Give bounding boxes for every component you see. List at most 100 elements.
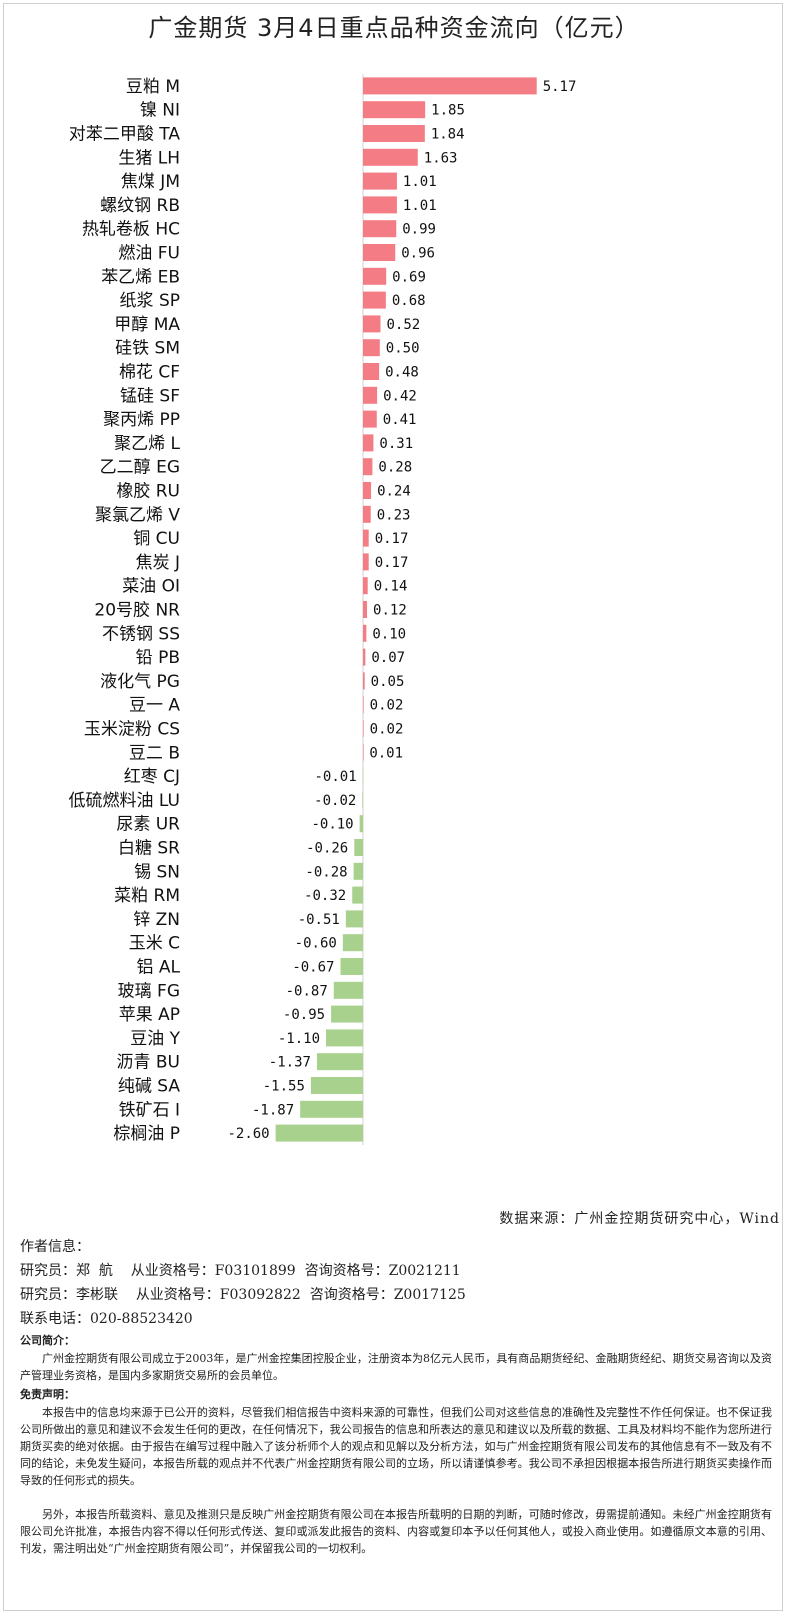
category-label: 低硫燃料油 LU: [69, 791, 180, 811]
value-label: 0.14: [374, 579, 408, 595]
value-label: 0.10: [372, 626, 406, 642]
category-label: 锡 SN: [134, 862, 180, 882]
disclaimer-heading: 免责声明：: [20, 1388, 75, 1401]
category-label: 硅铁 SM: [115, 339, 180, 359]
category-label: 豆油 Y: [130, 1029, 180, 1049]
category-label: 纯碱 SA: [118, 1077, 181, 1097]
value-label: 0.23: [377, 507, 411, 523]
consult-number: 咨询资格号：Z0021211: [304, 1263, 461, 1279]
category-label: 对苯二甲酸 TA: [69, 125, 180, 145]
bar: [363, 363, 380, 380]
category-label: 豆二 B: [129, 743, 180, 763]
value-label: -0.26: [306, 841, 348, 857]
bar: [363, 196, 397, 214]
bar: [362, 791, 363, 809]
category-label: 焦煤 JM: [121, 172, 180, 192]
value-label: -0.01: [315, 769, 357, 785]
value-label: -2.60: [227, 1126, 269, 1142]
category-label: 棉花 CF: [119, 363, 180, 383]
bar: [326, 1029, 363, 1047]
researcher-name: 研究员：郑 航: [20, 1263, 113, 1279]
bar: [363, 410, 377, 428]
bar: [342, 934, 363, 952]
bar: [331, 1005, 363, 1023]
category-label: 尿素 UR: [116, 815, 180, 835]
value-label: 0.31: [379, 436, 413, 452]
bar-chart: 豆粕 M 5.17 镍 NI 1.85 对苯二甲酸 TA 1.84 生猪 LH 1.63 焦煤 …: [69, 74, 576, 1145]
bar: [352, 886, 363, 904]
value-label: 0.07: [371, 650, 405, 666]
value-label: 0.02: [370, 722, 404, 738]
value-label: 0.48: [385, 365, 419, 381]
value-label: 0.24: [377, 484, 411, 500]
value-label: 1.84: [431, 127, 465, 143]
category-label: 螺纹钢 RB: [100, 196, 180, 216]
bar: [363, 458, 373, 476]
bar: [363, 505, 371, 523]
bar: [354, 839, 363, 856]
value-label: 0.52: [386, 317, 420, 333]
category-label: 甲醇 MA: [114, 315, 180, 335]
qualification-number: 从业资格号：F03101899: [130, 1263, 296, 1279]
bar: [363, 339, 380, 357]
researcher-row: 研究员：李彬联 从业资格号：F03092822 咨询资格号：Z0017125: [20, 1284, 466, 1304]
bar: [363, 315, 381, 333]
bar: [345, 910, 363, 928]
bar: [362, 767, 364, 785]
bar: [363, 624, 367, 642]
category-label: 纸浆 SP: [120, 291, 180, 311]
category-label: 菜粕 RM: [114, 886, 180, 906]
category-label: 豆粕 M: [126, 77, 180, 97]
value-label: 0.41: [383, 412, 417, 428]
bar: [363, 553, 369, 571]
category-label: 镍 NI: [140, 101, 180, 121]
value-label: -0.67: [292, 960, 334, 976]
value-label: -0.32: [304, 888, 346, 904]
bar: [363, 743, 364, 761]
category-label: 聚丙烯 PP: [103, 410, 180, 430]
bar: [363, 577, 368, 595]
bar: [359, 815, 363, 833]
value-label: 1.85: [431, 103, 465, 119]
category-label: 热轧卷板 HC: [82, 220, 180, 240]
category-label: 液化气 PG: [100, 672, 180, 692]
category-label: 乙二醇 EG: [100, 458, 180, 478]
author-heading: 作者信息：: [20, 1239, 90, 1255]
qualification-number: 从业资格号：F03092822: [135, 1287, 301, 1303]
value-label: -0.10: [311, 817, 353, 833]
bar: [363, 172, 397, 190]
bar: [363, 696, 364, 714]
consult-number: 咨询资格号：Z0017125: [309, 1287, 466, 1303]
company-text: 广州金控期货有限公司成立于2003年，是广州金控集团控股企业，注册资本为8亿元人…: [20, 1352, 772, 1382]
chart-title: 广金期货 3月4日重点品种资金流向（亿元）: [148, 14, 640, 42]
bar: [363, 148, 418, 166]
value-label: 0.17: [375, 555, 409, 571]
researcher-row: 研究员：郑 航 从业资格号：F03101899 咨询资格号：Z0021211: [20, 1260, 461, 1280]
category-label: 红枣 CJ: [124, 767, 180, 787]
category-label: 白糖 SR: [118, 839, 180, 859]
category-label: 沥青 BU: [116, 1053, 180, 1073]
category-label: 燃油 FU: [118, 244, 180, 264]
value-label: 0.50: [386, 341, 420, 357]
value-label: -0.60: [295, 936, 337, 952]
value-label: 0.99: [402, 222, 436, 238]
bar: [363, 291, 386, 309]
value-label: 0.12: [373, 603, 407, 619]
contact-phone: 联系电话：020-88523420: [20, 1311, 193, 1327]
value-label: -0.28: [305, 864, 347, 880]
category-label: 玉米淀粉 CS: [84, 720, 180, 740]
bar: [363, 220, 397, 238]
value-label: 0.02: [370, 698, 404, 714]
value-label: 0.69: [392, 269, 426, 285]
category-label: 20号胶 NR: [94, 601, 180, 621]
page-frame: [3, 3, 783, 1611]
company-heading: 公司简介：: [20, 1334, 75, 1347]
value-label: -0.87: [286, 983, 328, 999]
category-label: 不锈钢 SS: [102, 624, 180, 644]
bar: [300, 1100, 363, 1118]
value-label: 1.63: [424, 150, 458, 166]
value-label: 0.68: [392, 293, 426, 309]
disclaimer-paragraph: 本报告中的信息均来源于已公开的资料，尽管我们相信报告中资料来源的可靠性，但我们公…: [20, 1406, 772, 1487]
bar: [363, 601, 368, 618]
category-label: 玉米 C: [129, 934, 180, 954]
